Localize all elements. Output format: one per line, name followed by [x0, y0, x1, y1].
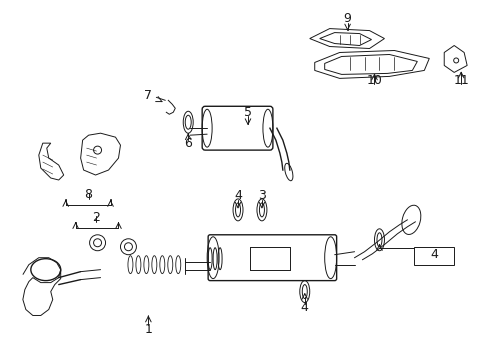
Text: 7: 7 — [144, 89, 152, 102]
Text: 10: 10 — [366, 74, 382, 87]
Text: 6: 6 — [184, 137, 192, 150]
Text: 2: 2 — [91, 211, 100, 224]
Text: 3: 3 — [258, 189, 265, 202]
Text: 1: 1 — [144, 323, 152, 336]
Text: 5: 5 — [244, 106, 251, 119]
Text: 9: 9 — [343, 12, 351, 25]
Text: 4: 4 — [234, 189, 242, 202]
Text: 8: 8 — [84, 188, 92, 202]
Text: 4: 4 — [429, 248, 437, 261]
Text: 4: 4 — [300, 301, 308, 314]
Text: 11: 11 — [452, 74, 468, 87]
